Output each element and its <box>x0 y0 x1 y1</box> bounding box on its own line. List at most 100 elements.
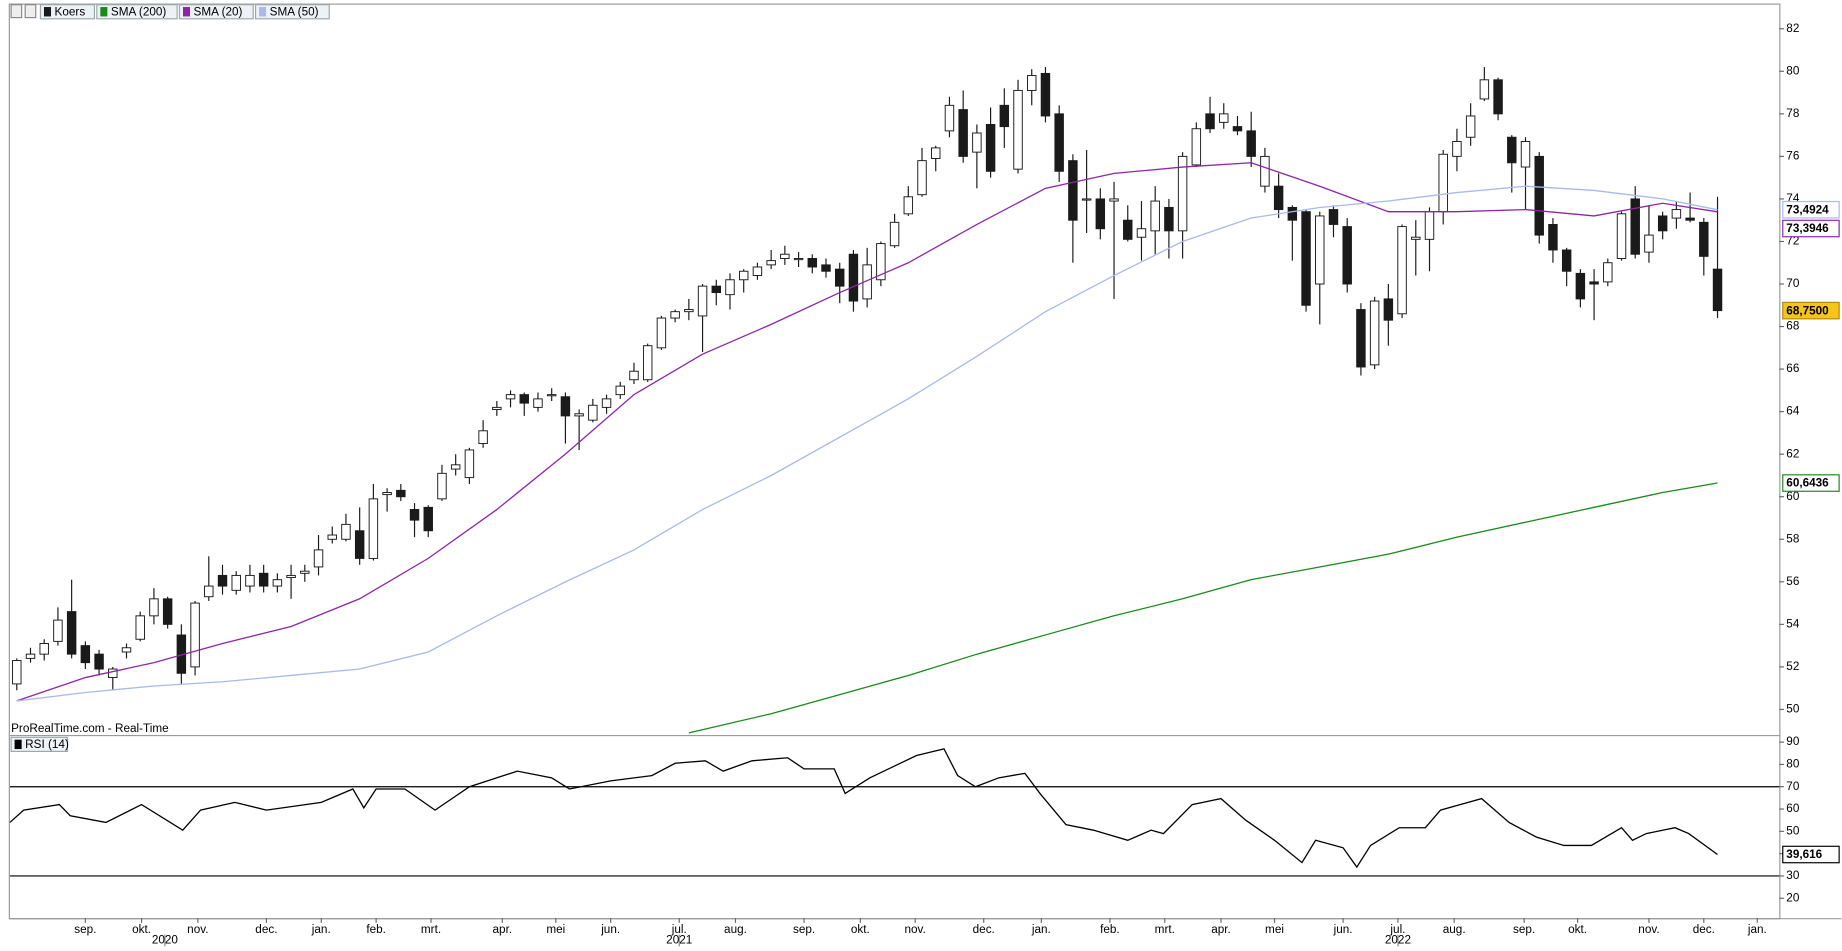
candle-body <box>1644 234 1654 253</box>
candle-body <box>1123 219 1133 240</box>
y-tick-label: 54 <box>1786 617 1800 630</box>
candle-body <box>354 530 365 559</box>
candle-body <box>1657 215 1668 232</box>
candle-body <box>1232 126 1243 132</box>
y-tick-label: 80 <box>1786 758 1800 771</box>
y-tick-label: 82 <box>1786 22 1799 35</box>
legend-box <box>178 4 254 20</box>
x-tick-label: nov. <box>1638 923 1659 936</box>
line <box>9 748 1718 869</box>
value-badge-label: 68,7500 <box>1786 304 1829 317</box>
year-label: 2021 <box>666 934 692 947</box>
candle-body <box>1054 113 1064 172</box>
candle-body <box>368 498 379 559</box>
candle-body <box>615 385 625 396</box>
legend-swatch <box>14 739 22 750</box>
candle-body <box>601 398 612 408</box>
value-badge <box>1782 301 1840 320</box>
y-tick-label: 50 <box>1786 703 1800 716</box>
x-tick-label: jan. <box>1031 923 1051 936</box>
candle-body <box>876 243 886 281</box>
legend-swatch <box>182 7 191 17</box>
candle-body <box>492 406 502 410</box>
y-tick-label: 50 <box>1786 824 1800 837</box>
x-tick-label: aug. <box>1443 923 1466 936</box>
candle-body <box>80 645 91 664</box>
candle-body <box>450 464 461 470</box>
x-tick-label: jun. <box>1333 923 1353 936</box>
value-badge <box>1782 219 1840 238</box>
candle-body <box>1177 155 1188 232</box>
source: ProRealTime.com - Real-Time <box>11 722 169 735</box>
candle-body <box>258 572 269 587</box>
candle-body <box>1671 209 1682 219</box>
x-tick-label: mei <box>546 923 565 936</box>
candle-body <box>1136 228 1147 238</box>
x-tick-label: jul. <box>1389 923 1405 936</box>
candle-body <box>697 285 708 317</box>
candle-body <box>1150 200 1160 232</box>
candle-body <box>1164 206 1174 232</box>
candle-body <box>807 258 818 268</box>
legend-box <box>96 4 178 20</box>
year-label: 2022 <box>1385 934 1411 947</box>
candle-body <box>135 615 145 640</box>
candle-body <box>1342 226 1352 285</box>
candle-body <box>1397 226 1407 315</box>
y-tick-label: 76 <box>1786 149 1800 162</box>
legend-label: SMA (200) <box>111 5 167 18</box>
candle-body <box>958 109 968 157</box>
candle-body <box>1219 113 1229 123</box>
candle-body <box>999 104 1010 128</box>
x-tick-label: sep. <box>1513 923 1535 936</box>
x-tick-label: sep. <box>793 923 815 936</box>
legend-label: Koers <box>55 5 86 18</box>
candle-body <box>94 653 104 670</box>
add-button[interactable] <box>24 4 37 19</box>
candle-body <box>642 345 653 381</box>
candle-body <box>204 585 214 598</box>
candle-body <box>1369 300 1380 366</box>
value-badge-label: 73,3946 <box>1786 222 1829 235</box>
candle-body <box>286 574 296 579</box>
candle-body <box>1109 198 1119 202</box>
candle-body <box>1328 209 1339 225</box>
candle-body <box>944 104 955 132</box>
candle-body <box>313 549 324 568</box>
x-tick-label: apr. <box>1211 923 1231 936</box>
candle-body <box>1699 221 1709 257</box>
value-badge <box>1782 474 1840 492</box>
candle-body <box>903 196 914 215</box>
candle-body <box>1424 211 1435 240</box>
candle-body <box>1603 262 1613 283</box>
candle-body <box>1383 298 1394 321</box>
candle-body <box>1027 75 1037 91</box>
x-tick-label: jan. <box>311 923 331 936</box>
x-tick-label: jun. <box>600 923 620 936</box>
legend: Koers SMA (200) SMA (20) SMA (50) <box>39 4 330 20</box>
candle-body <box>1081 198 1092 201</box>
legend-label: SMA (20) <box>194 5 243 18</box>
candle-body <box>1479 79 1490 100</box>
candle-body <box>1273 185 1284 211</box>
legend-label: RSI (14) <box>25 738 69 751</box>
candle-body <box>793 258 804 261</box>
candle-body <box>1040 72 1051 117</box>
year-label: 2020 <box>152 934 179 947</box>
x-tick-label: nov. <box>187 923 208 936</box>
y-tick-label: 30 <box>1786 869 1800 882</box>
candle-body <box>519 394 529 404</box>
line <box>16 185 1718 702</box>
candle-body <box>711 285 722 293</box>
candle-body <box>684 309 694 313</box>
legend-box <box>39 4 96 20</box>
candle-body <box>1561 249 1572 272</box>
x-tick-label: okt. <box>132 923 151 936</box>
x-tick-label: mei <box>1265 923 1284 936</box>
candle-body <box>780 253 790 259</box>
zoom-button[interactable] <box>10 4 23 19</box>
candle-body <box>478 430 488 445</box>
candle-body <box>217 574 228 587</box>
y-tick-label: 72 <box>1786 235 1799 248</box>
